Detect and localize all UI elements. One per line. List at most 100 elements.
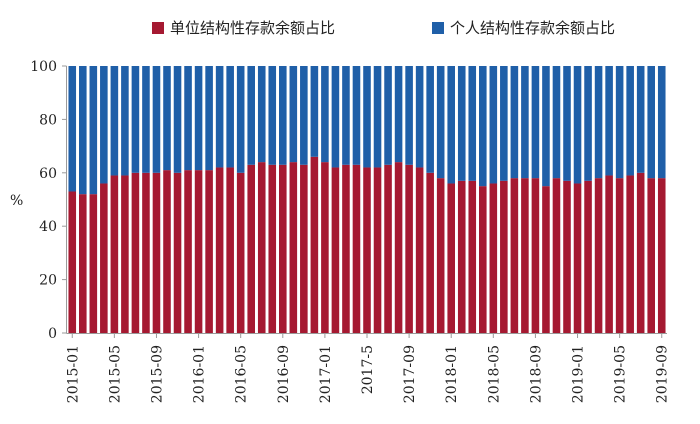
- bar-segment-personal: [89, 66, 98, 195]
- bar-segment-unit: [384, 164, 392, 333]
- bar-segment-unit: [479, 186, 487, 333]
- bar-segment-personal: [152, 66, 161, 173]
- bar-segment-personal: [615, 66, 624, 179]
- bar-segment-unit: [594, 178, 603, 333]
- bar-segment-unit: [500, 180, 508, 333]
- bar-segment-unit: [352, 164, 361, 333]
- bar-segment-unit: [205, 170, 213, 333]
- bar-segment-personal: [415, 66, 424, 168]
- bar-segment-personal: [100, 66, 108, 184]
- bar-segment-personal: [310, 66, 319, 157]
- bar-segment-personal: [394, 66, 403, 163]
- x-tick-label: 2015-09: [149, 345, 165, 403]
- bar-segment-personal: [605, 66, 613, 176]
- bar-segment-personal: [79, 66, 87, 195]
- bar-segment-unit: [163, 170, 171, 333]
- bar-segment-unit: [100, 183, 108, 333]
- bar-segment-unit: [405, 164, 413, 333]
- bar-segment-unit: [415, 167, 424, 333]
- bar-segment-personal: [479, 66, 487, 187]
- bar-segment-personal: [331, 66, 340, 168]
- bar-segment-unit: [247, 164, 255, 333]
- bar-segment-unit: [457, 180, 466, 333]
- bar-segment-unit: [268, 164, 277, 333]
- x-tick-label: 2019-01: [571, 345, 587, 403]
- bar-segment-unit: [489, 183, 498, 333]
- legend-label-personal: 个人结构性存款余额占比: [450, 19, 615, 37]
- bar-segment-personal: [657, 66, 666, 179]
- bar-segment-personal: [342, 66, 350, 165]
- bar-segment-personal: [384, 66, 392, 165]
- x-tick-label: 2018-01: [444, 345, 460, 403]
- x-tick-label: 2015-05: [107, 345, 123, 403]
- bar-segment-unit: [257, 162, 266, 333]
- bar-segment-unit: [426, 172, 434, 333]
- bar-segment-unit: [300, 164, 308, 333]
- bar-segment-unit: [194, 170, 203, 333]
- bar-segment-personal: [352, 66, 361, 165]
- y-tick-label: 80: [39, 112, 57, 128]
- bar-segment-unit: [321, 162, 329, 333]
- bar-segment-unit: [289, 162, 298, 333]
- bar-segment-unit: [226, 167, 234, 333]
- bar-segment-personal: [363, 66, 371, 168]
- bar-segment-unit: [363, 167, 371, 333]
- bar-segment-personal: [68, 66, 77, 192]
- bar-segment-unit: [563, 180, 571, 333]
- legend-swatch-unit: [152, 22, 164, 34]
- bar-segment-unit: [573, 183, 582, 333]
- bar-segment-unit: [636, 172, 645, 333]
- bar-segment-unit: [110, 175, 119, 333]
- bar-segment-unit: [215, 167, 224, 333]
- bar-segment-unit: [657, 178, 666, 333]
- bar-segment-personal: [489, 66, 498, 184]
- legend-label-unit: 单位结构性存款余额占比: [170, 19, 335, 37]
- bar-segment-personal: [510, 66, 519, 179]
- bar-segment-personal: [552, 66, 561, 179]
- legend-swatch-personal: [432, 22, 444, 34]
- bar-segment-unit: [331, 167, 340, 333]
- bar-segment-personal: [300, 66, 308, 165]
- bar-segment-unit: [605, 175, 613, 333]
- x-tick-label: 2017-5: [360, 345, 376, 394]
- bars: [68, 66, 666, 333]
- bar-segment-personal: [426, 66, 434, 173]
- bar-segment-unit: [647, 178, 655, 333]
- bar-segment-personal: [436, 66, 445, 179]
- bar-segment-unit: [142, 172, 150, 333]
- bar-segment-unit: [531, 178, 540, 333]
- bar-segment-personal: [405, 66, 413, 165]
- bar-segment-unit: [373, 167, 382, 333]
- bar-segment-personal: [121, 66, 129, 176]
- bar-segment-unit: [68, 191, 77, 333]
- bar-segment-personal: [626, 66, 634, 176]
- x-tick-label: 2019-09: [655, 345, 671, 403]
- x-axis: 2015-01 2015-05 2015-09 2016-01 2016-05 2016-…: [65, 333, 671, 403]
- bar-segment-unit: [131, 172, 140, 333]
- bar-segment-personal: [321, 66, 329, 163]
- bar-segment-unit: [510, 178, 519, 333]
- bar-segment-personal: [573, 66, 582, 184]
- x-tick-label: 2017-01: [318, 345, 334, 403]
- y-tick-label: 60: [39, 166, 57, 182]
- legend: 单位结构性存款余额占比 个人结构性存款余额占比: [152, 19, 615, 37]
- bar-segment-personal: [289, 66, 298, 163]
- y-tick-label: 100: [30, 59, 57, 75]
- bar-segment-personal: [521, 66, 529, 179]
- bar-segment-unit: [542, 186, 550, 333]
- bar-segment-unit: [552, 178, 561, 333]
- bar-segment-unit: [152, 172, 161, 333]
- bar-segment-personal: [215, 66, 224, 168]
- x-tick-label: 2019-05: [613, 345, 629, 403]
- y-tick-label: 40: [39, 219, 57, 235]
- bar-segment-unit: [436, 178, 445, 333]
- bar-segment-personal: [173, 66, 182, 173]
- bar-segment-personal: [373, 66, 382, 168]
- bar-segment-unit: [615, 178, 624, 333]
- bar-segment-unit: [236, 172, 245, 333]
- bar-segment-unit: [279, 164, 287, 333]
- bar-segment-unit: [521, 178, 529, 333]
- bar-segment-personal: [247, 66, 255, 165]
